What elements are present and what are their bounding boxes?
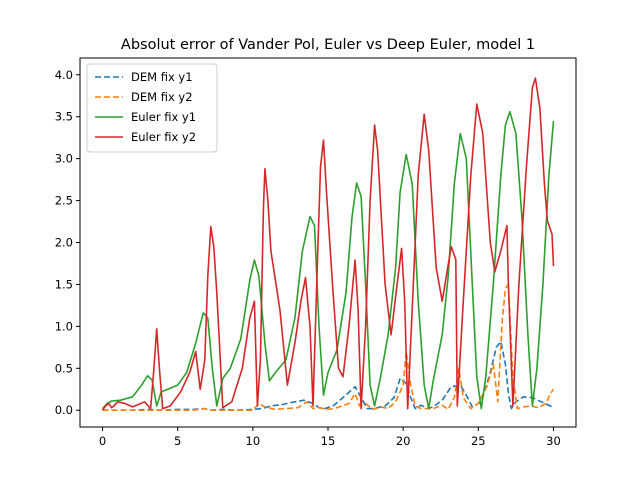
x-tick-label: 20 [396, 434, 411, 448]
series-line-dem-fix-y1 [102, 340, 554, 411]
y-tick-label: 2.5 [55, 194, 73, 208]
x-tick-label: 30 [546, 434, 561, 448]
legend-label: DEM fix y1 [131, 70, 193, 84]
legend-label: Euler fix y1 [131, 110, 196, 124]
y-tick-label: 0.5 [55, 361, 73, 375]
series-line-euler-fix-y1 [101, 110, 555, 410]
y-tick-label: 4.0 [55, 68, 73, 82]
y-tick-label: 1.0 [55, 319, 73, 333]
legend: DEM fix y1 DEM fix y2 Euler fix y1 Euler fi… [86, 63, 218, 153]
legend-label: Euler fix y2 [131, 130, 196, 144]
x-tick-label: 10 [246, 434, 261, 448]
y-tick-label: 1.5 [55, 277, 73, 291]
y-tick-label: 3.0 [55, 152, 73, 166]
y-tick-label: 2.0 [55, 236, 73, 250]
x-tick-label: 25 [471, 434, 486, 448]
legend-label: DEM fix y2 [131, 90, 193, 104]
chart-title: Absolut error of Vander Pol, Euler vs De… [121, 37, 535, 53]
x-tick-label: 5 [174, 434, 181, 448]
legend-box [86, 63, 218, 153]
plot-area-frame [79, 57, 577, 428]
series-line-euler-fix-y2 [101, 77, 555, 411]
x-tick-label: 0 [99, 434, 106, 448]
axis-ticks: 0 5 10 15 20 25 30 0.0 0.5 1.0 1.5 2.0 2.5 3.0 3.5 4.0 [55, 68, 561, 448]
x-tick-label: 15 [321, 434, 336, 448]
series-layer [101, 77, 555, 411]
y-tick-label: 3.5 [55, 110, 73, 124]
y-tick-label: 0.0 [55, 403, 73, 417]
